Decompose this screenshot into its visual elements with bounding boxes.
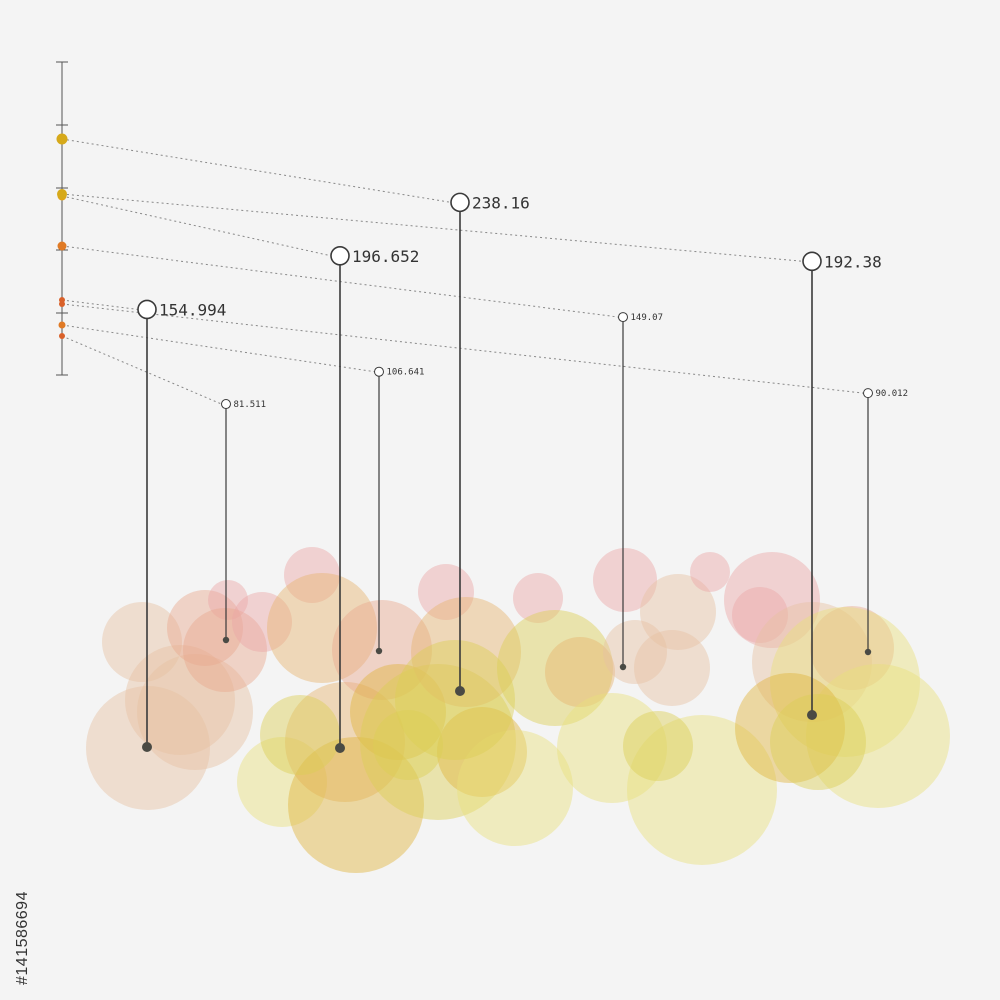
pin-base-dot: [455, 686, 465, 696]
bubble-cloud: [86, 547, 950, 873]
bubble: [634, 630, 710, 706]
scale-marker: [58, 321, 66, 329]
bubble: [267, 573, 377, 683]
bubble: [360, 664, 516, 820]
bubble: [183, 608, 267, 692]
bubble: [690, 552, 730, 592]
bubble: [167, 590, 243, 666]
bubble: [627, 715, 777, 865]
bubble: [545, 637, 615, 707]
pin-base-dot: [864, 648, 872, 656]
bubble: [593, 548, 657, 612]
data-label: 106.641: [387, 368, 425, 378]
connector-line: [61, 335, 222, 405]
bubble: [288, 737, 424, 873]
vertical-scale: [56, 61, 68, 376]
bubble: [806, 664, 950, 808]
connector-line: [61, 193, 804, 262]
pin-top-ring: [802, 251, 822, 272]
bubble: [137, 654, 253, 770]
connector-line: [61, 195, 332, 257]
scale-marker: [57, 241, 67, 251]
pin-top-ring: [137, 299, 157, 320]
bubble: [350, 664, 446, 760]
data-label: 238.16: [472, 193, 530, 212]
bubble: [373, 710, 443, 780]
data-label: 192.38: [824, 252, 882, 271]
bubble: [732, 587, 788, 643]
data-label: 154.994: [159, 300, 226, 319]
pin-base-dot: [619, 663, 627, 671]
pins: 154.994 81.511 196.652 106.641 238.16 149.07 1…: [137, 192, 909, 753]
data-label: 81.511: [234, 400, 267, 410]
pin-base-dot: [807, 710, 817, 720]
connector-line: [61, 324, 375, 373]
scale-marker: [57, 189, 67, 199]
data-label: 149.07: [631, 313, 664, 323]
pin-top-ring: [330, 246, 350, 266]
connector-line: [61, 299, 139, 310]
bubble: [810, 606, 894, 690]
bubble: [237, 737, 327, 827]
pin-base-dot: [335, 743, 345, 753]
watermark-id: #141586694: [14, 891, 31, 985]
bubble: [232, 592, 292, 652]
bubble: [623, 711, 693, 781]
pin-top-ring: [450, 192, 470, 213]
bubble: [395, 640, 515, 760]
bubble: [208, 580, 248, 620]
bubble: [411, 597, 521, 707]
bubble: [285, 682, 405, 802]
bubble: [735, 673, 845, 783]
connector-line: [61, 138, 452, 203]
pin-top-ring: [863, 388, 873, 399]
bubble: [770, 694, 866, 790]
scale-marker: [59, 301, 65, 307]
data-label: 196.652: [352, 247, 419, 266]
bubble: [457, 730, 573, 846]
pin-top-ring: [374, 366, 384, 377]
data-label: 90.012: [876, 389, 909, 399]
bubble: [497, 610, 613, 726]
bubble: [770, 607, 920, 757]
pin-top-ring: [221, 399, 231, 410]
pin-base-dot: [375, 647, 383, 655]
bubble: [557, 693, 667, 803]
pin-top-ring: [618, 312, 628, 323]
bubble: [724, 552, 820, 648]
bubble: [640, 574, 716, 650]
bubble: [284, 547, 340, 603]
scale-marker: [59, 333, 65, 339]
bubble: [260, 695, 340, 775]
bubble: [603, 620, 667, 684]
bubble: [125, 645, 235, 755]
pin-base-dot: [142, 742, 152, 752]
connector-lines: [61, 138, 864, 405]
pin-base-dot: [222, 636, 230, 644]
bubble: [513, 573, 563, 623]
bubble: [437, 707, 527, 797]
scale-marker: [56, 133, 68, 145]
bubble: [102, 602, 182, 682]
